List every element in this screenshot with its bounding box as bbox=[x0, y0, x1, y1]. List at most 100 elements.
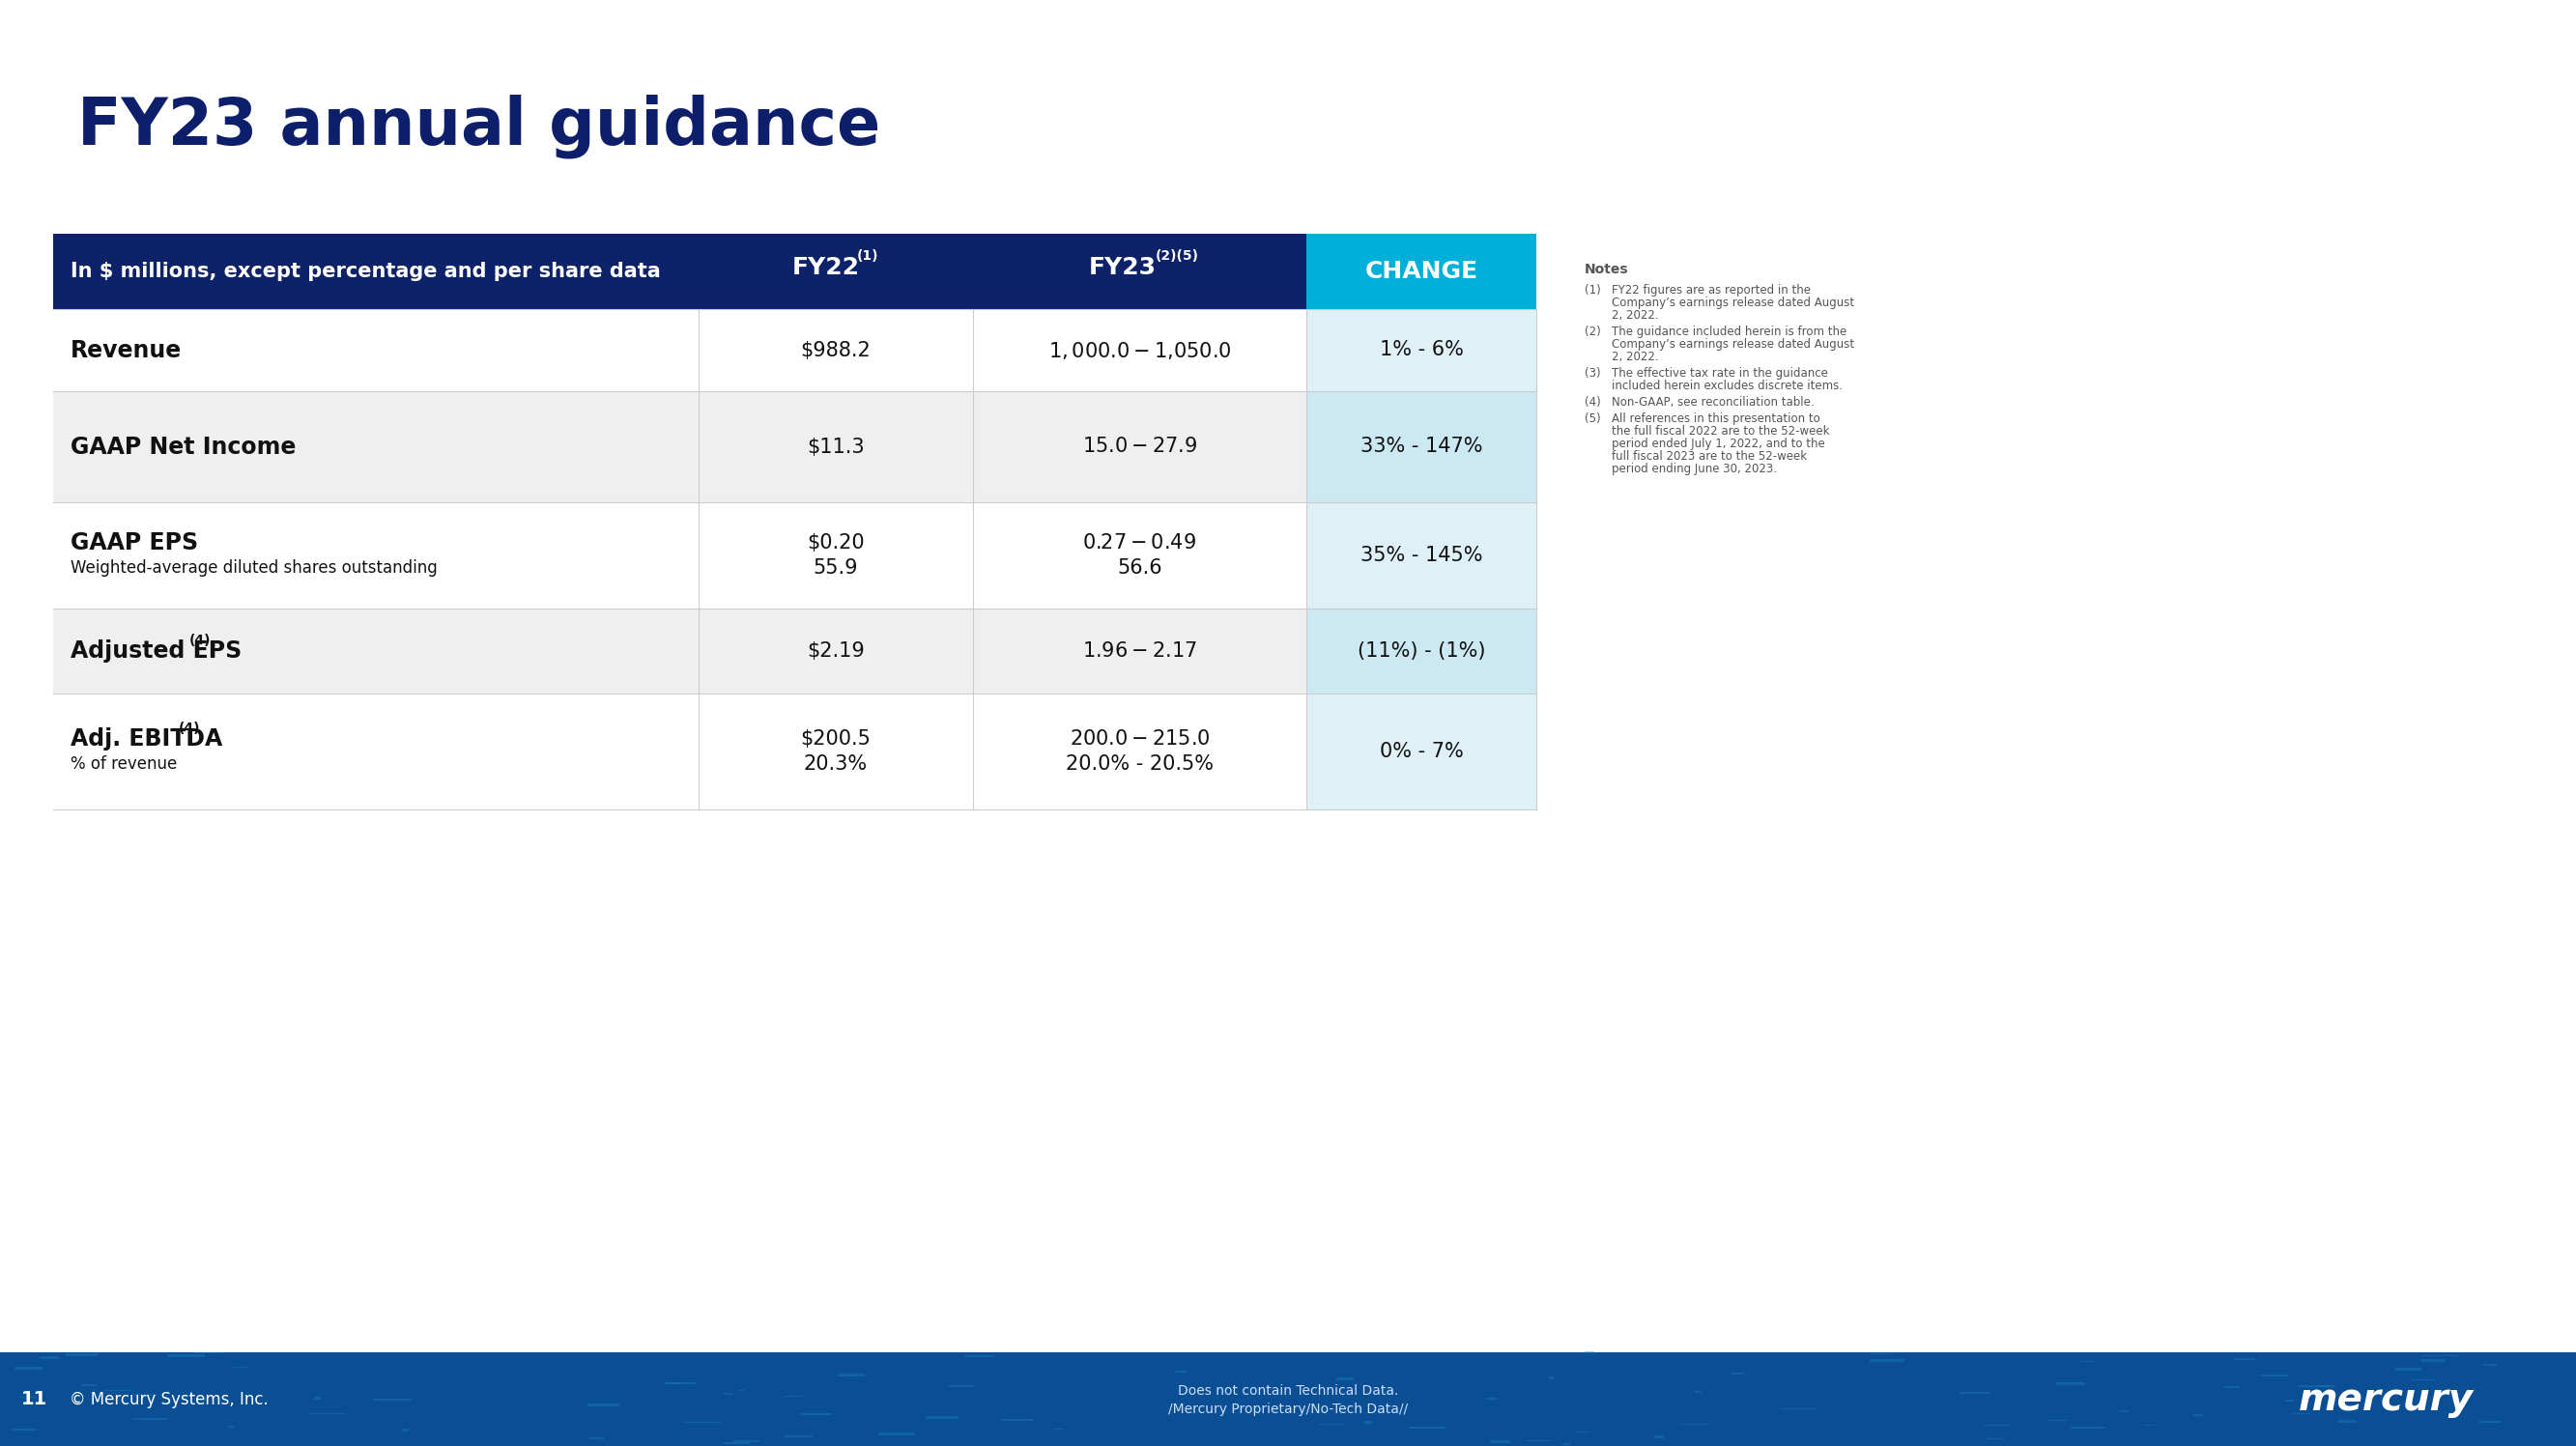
Text: Company’s earnings release dated August: Company’s earnings release dated August bbox=[1613, 338, 1855, 350]
Bar bbox=[54, 694, 1306, 810]
Text: (1): (1) bbox=[1584, 283, 1600, 296]
Text: Company’s earnings release dated August: Company’s earnings release dated August bbox=[1613, 296, 1855, 309]
Bar bbox=[1870, 1359, 1904, 1362]
Bar bbox=[1175, 1371, 1188, 1372]
Text: % of revenue: % of revenue bbox=[70, 755, 178, 772]
Bar bbox=[227, 1426, 234, 1427]
Bar bbox=[2339, 1420, 2357, 1423]
Bar bbox=[1365, 1420, 1373, 1423]
Text: 0% - 7%: 0% - 7% bbox=[1381, 742, 1463, 761]
Bar bbox=[2120, 1410, 2128, 1413]
Text: FY23 annual guidance: FY23 annual guidance bbox=[77, 94, 881, 158]
Bar bbox=[1577, 1432, 1592, 1433]
Bar bbox=[1548, 1377, 1553, 1379]
Bar bbox=[1306, 234, 1535, 309]
Bar bbox=[801, 1413, 829, 1416]
Bar bbox=[878, 1433, 914, 1436]
Text: mercury: mercury bbox=[2298, 1381, 2473, 1417]
Text: (4): (4) bbox=[188, 633, 211, 648]
Text: $0.20: $0.20 bbox=[806, 534, 866, 552]
Text: In $ millions, except percentage and per share data: In $ millions, except percentage and per… bbox=[70, 262, 659, 281]
Text: $200.5: $200.5 bbox=[801, 729, 871, 749]
Text: $15.0 - $27.9: $15.0 - $27.9 bbox=[1082, 437, 1198, 457]
Text: /Mercury Proprietary/No-Tech Data//: /Mercury Proprietary/No-Tech Data// bbox=[1167, 1403, 1409, 1416]
Bar bbox=[0, 1352, 2576, 1446]
Text: 20.3%: 20.3% bbox=[804, 755, 868, 774]
Text: included herein excludes discrete items.: included herein excludes discrete items. bbox=[1613, 380, 1842, 392]
Bar bbox=[2071, 1427, 2105, 1429]
Text: 2, 2022.: 2, 2022. bbox=[1613, 309, 1659, 321]
Text: GAAP Net Income: GAAP Net Income bbox=[70, 435, 296, 458]
Bar bbox=[1306, 694, 1535, 810]
Bar bbox=[1306, 309, 1535, 392]
Text: The guidance included herein is from the: The guidance included herein is from the bbox=[1613, 325, 1847, 338]
Bar bbox=[724, 1392, 734, 1395]
Bar bbox=[948, 1385, 974, 1387]
Text: The effective tax rate in the guidance: The effective tax rate in the guidance bbox=[1613, 367, 1829, 380]
Bar bbox=[783, 1395, 804, 1397]
Bar bbox=[2419, 1359, 2445, 1362]
Text: $200.0 - $215.0: $200.0 - $215.0 bbox=[1069, 729, 1211, 749]
Bar bbox=[134, 1394, 157, 1397]
Bar bbox=[167, 1355, 206, 1358]
Bar bbox=[2259, 1374, 2287, 1377]
Text: full fiscal 2023 are to the 52-week: full fiscal 2023 are to the 52-week bbox=[1613, 450, 1806, 463]
Text: Adj. EBITDA: Adj. EBITDA bbox=[70, 727, 222, 750]
Text: Does not contain Technical Data.: Does not contain Technical Data. bbox=[1177, 1385, 1399, 1398]
Bar bbox=[80, 1384, 95, 1387]
Bar bbox=[2056, 1382, 2084, 1385]
Bar bbox=[1002, 1419, 1033, 1420]
Text: FY22 figures are as reported in the: FY22 figures are as reported in the bbox=[1613, 283, 1811, 296]
Bar bbox=[314, 1397, 319, 1400]
Bar bbox=[1409, 1426, 1445, 1429]
Text: (1): (1) bbox=[858, 249, 878, 263]
Bar bbox=[54, 609, 1306, 694]
Text: Notes: Notes bbox=[1584, 263, 1628, 276]
Text: 56.6: 56.6 bbox=[1118, 558, 1162, 577]
Bar bbox=[54, 392, 1306, 502]
Text: (11%) - (1%): (11%) - (1%) bbox=[1358, 642, 1486, 661]
Text: (5): (5) bbox=[1584, 412, 1600, 425]
Bar bbox=[1054, 1429, 1064, 1430]
Bar bbox=[2192, 1414, 2202, 1416]
Bar bbox=[54, 234, 1306, 309]
Text: 11: 11 bbox=[21, 1390, 46, 1408]
Text: 33% - 147%: 33% - 147% bbox=[1360, 437, 1484, 457]
Bar bbox=[2483, 1365, 2496, 1366]
Bar bbox=[683, 1421, 721, 1423]
Text: (4): (4) bbox=[178, 722, 201, 735]
Bar bbox=[15, 1368, 44, 1369]
Bar bbox=[786, 1434, 811, 1437]
Bar bbox=[2318, 1385, 2336, 1387]
Text: CHANGE: CHANGE bbox=[1365, 260, 1479, 283]
Bar bbox=[39, 1356, 59, 1359]
Bar bbox=[1561, 1443, 1571, 1445]
Text: Non-GAAP, see reconciliation table.: Non-GAAP, see reconciliation table. bbox=[1613, 396, 1814, 409]
Text: All references in this presentation to: All references in this presentation to bbox=[1613, 412, 1821, 425]
Bar bbox=[1960, 1391, 1991, 1394]
Text: period ended July 1, 2022, and to the: period ended July 1, 2022, and to the bbox=[1613, 438, 1824, 450]
Text: FY22: FY22 bbox=[791, 256, 860, 279]
Bar bbox=[667, 1382, 683, 1384]
Text: 2, 2022.: 2, 2022. bbox=[1613, 350, 1659, 363]
Bar bbox=[2233, 1358, 2257, 1361]
Bar bbox=[0, 1352, 2576, 1446]
Text: $2.19: $2.19 bbox=[806, 642, 866, 661]
Bar bbox=[1695, 1391, 1703, 1392]
Bar bbox=[2421, 1355, 2458, 1356]
Bar bbox=[1584, 1351, 1595, 1353]
Bar bbox=[2396, 1368, 2421, 1371]
Text: (2): (2) bbox=[1584, 325, 1600, 338]
Bar bbox=[966, 1355, 994, 1356]
Text: Revenue: Revenue bbox=[70, 338, 183, 362]
Text: Weighted-average diluted shares outstanding: Weighted-average diluted shares outstand… bbox=[70, 560, 438, 577]
Text: $0.27 - $0.49: $0.27 - $0.49 bbox=[1082, 534, 1198, 552]
Text: © Mercury Systems, Inc.: © Mercury Systems, Inc. bbox=[70, 1391, 268, 1408]
Bar bbox=[587, 1404, 621, 1406]
Text: (2)(5): (2)(5) bbox=[1154, 249, 1198, 263]
Bar bbox=[1306, 609, 1535, 694]
Text: 55.9: 55.9 bbox=[814, 558, 858, 577]
Text: period ending June 30, 2023.: period ending June 30, 2023. bbox=[1613, 463, 1777, 476]
Text: 35% - 145%: 35% - 145% bbox=[1360, 545, 1484, 565]
Bar bbox=[734, 1440, 760, 1443]
